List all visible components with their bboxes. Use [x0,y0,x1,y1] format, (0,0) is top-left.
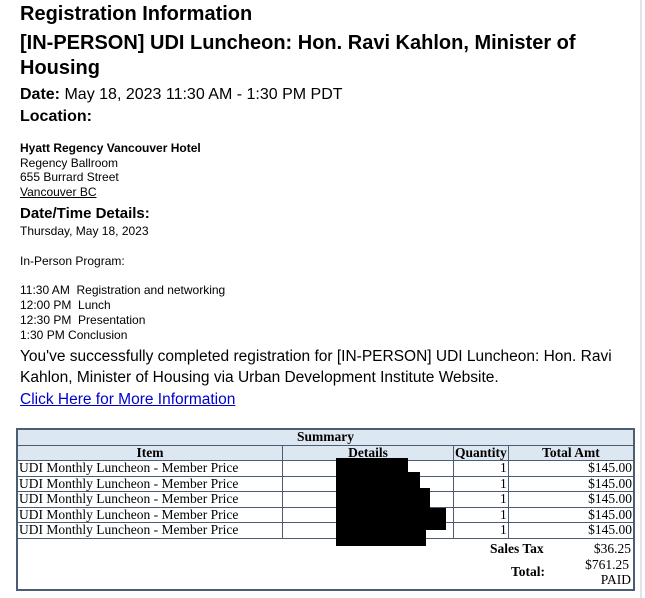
col-details: Details [282,444,454,461]
item-cell: UDI Monthly Luncheon - Member Price [16,522,283,539]
total-label: Total: [511,563,546,579]
item-cell: UDI Monthly Luncheon - Member Price [16,460,283,477]
street: 655 Burrard Street [20,170,119,184]
confirmation-line2: Kahlon, Minister of Housing via Urban De… [20,369,499,386]
paid-status: PAID [600,571,631,587]
more-info-link[interactable]: Click Here for More Information [20,391,236,408]
qty-cell: 1 [453,491,509,508]
date-label: Date: [20,86,61,103]
table-row: UDI Monthly Luncheon - Member Price 1 $145… [16,522,635,539]
col-item: Item [16,444,283,461]
sales-tax-value: $36.25 [593,540,631,556]
city-link[interactable]: Vancouver BC [20,185,97,199]
qty-cell: 1 [453,522,509,539]
schedule-item: 12:30 PM Presentation [20,313,146,327]
scrollbar-edge [640,0,642,598]
event-title-line2: Housing [20,57,100,79]
table-row: UDI Monthly Luncheon - Member Price 1 $145… [16,506,635,523]
total-value: $761.25 [585,556,629,572]
date-value: May 18, 2023 11:30 AM - 1:30 PM PDT [64,86,343,103]
venue: Hyatt Regency Vancouver Hotel [20,141,201,155]
amt-cell: $145.00 [507,522,635,539]
redaction [336,508,446,530]
amt-cell: $145.00 [507,460,635,477]
amt-cell: $145.00 [507,506,635,523]
event-title-line1: [IN-PERSON] UDI Luncheon: Hon. Ravi Kahl… [20,32,576,54]
confirmation-line1: You've successfully completed registrati… [20,348,612,365]
sales-tax-label: Sales Tax [490,540,544,556]
location-label: Location: [20,108,92,125]
schedule-item: 12:00 PM Lunch [20,298,111,312]
datetime-label: Date/Time Details: [20,205,150,222]
summary-table: Summary Item Details Quantity Total Amt … [16,428,635,591]
redaction [336,458,408,474]
redaction [336,472,420,490]
amt-cell: $145.00 [507,491,635,508]
page-heading: Registration Information [20,3,253,25]
amt-cell: $145.00 [507,475,635,492]
room: Regency Ballroom [20,156,119,170]
qty-cell: 1 [453,506,509,523]
col-total: Total Amt [507,444,635,461]
qty-cell: 1 [453,460,509,477]
table-row: UDI Monthly Luncheon - Member Price 1 $145… [16,491,635,508]
table-row: UDI Monthly Luncheon - Member Price 1 $145… [16,475,635,492]
summary-title: Summary [16,428,635,446]
item-cell: UDI Monthly Luncheon - Member Price [16,491,283,508]
table-row: UDI Monthly Luncheon - Member Price 1 $145… [16,460,635,477]
item-cell: UDI Monthly Luncheon - Member Price [16,475,283,492]
col-quantity: Quantity [453,444,509,461]
qty-cell: 1 [453,475,509,492]
schedule-item: 11:30 AM Registration and networking [20,283,226,297]
day: Thursday, May 18, 2023 [20,224,149,238]
schedule-item: 1:30 PM Conclusion [20,328,128,342]
program-label: In-Person Program: [20,254,125,268]
redaction [336,488,430,510]
item-cell: UDI Monthly Luncheon - Member Price [16,506,283,523]
redaction [336,528,426,546]
